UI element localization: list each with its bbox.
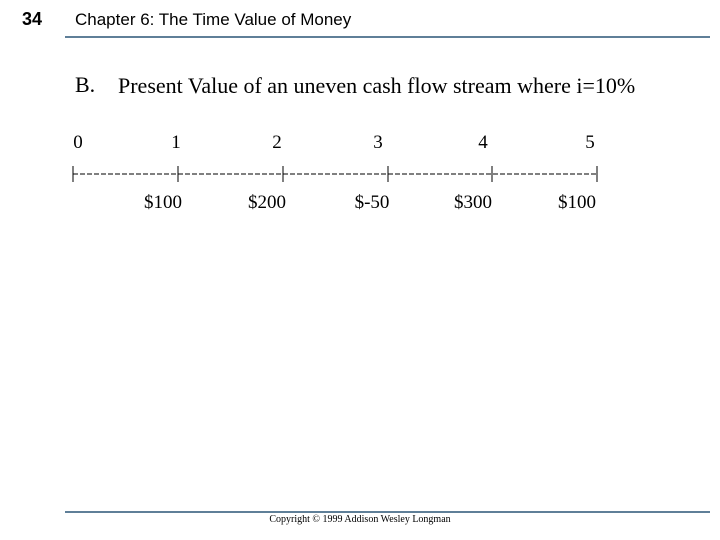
footer-rule bbox=[65, 511, 710, 513]
page-number: 34 bbox=[22, 9, 43, 29]
timeline-ticks bbox=[72, 166, 598, 182]
cash-flow: $100 bbox=[144, 192, 182, 213]
cash-flow: $100 bbox=[558, 192, 596, 213]
copyright: Copyright © 1999 Addison Wesley Longman bbox=[269, 514, 451, 525]
period-label: 5 bbox=[585, 132, 595, 153]
cash-flow: $300 bbox=[454, 192, 492, 213]
period-label: 0 bbox=[73, 132, 83, 153]
period-label: 1 bbox=[171, 132, 181, 153]
period-label: 3 bbox=[373, 132, 383, 153]
cash-flow: $200 bbox=[248, 192, 286, 213]
header-rule bbox=[65, 36, 710, 38]
period-label: 2 bbox=[272, 132, 282, 153]
section-label: B. bbox=[75, 72, 96, 97]
cash-flow: $-50 bbox=[354, 192, 390, 213]
header-title: Chapter 6: The Time Value of Money bbox=[75, 10, 352, 29]
period-label: 4 bbox=[478, 132, 488, 153]
section-title: Present Value of an uneven cash flow str… bbox=[118, 73, 636, 98]
